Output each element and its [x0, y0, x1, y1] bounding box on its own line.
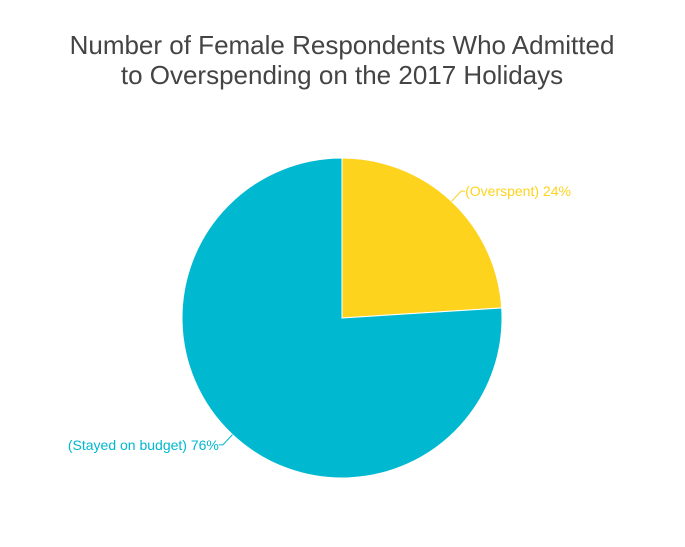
pie-leader-line-0	[451, 190, 466, 202]
pie-leader-line-1	[218, 434, 233, 446]
chart-title-line-2: to Overspending on the 2017 Holidays	[121, 60, 563, 90]
pie-slices	[181, 157, 503, 479]
pie-labels: (Overspent) 24% (Stayed on budget) 76%	[68, 183, 571, 453]
pie-slice-label-0: (Overspent) 24%	[465, 183, 571, 199]
pie-slice-1	[181, 157, 503, 479]
pie-slice-0	[341, 157, 503, 319]
pie-slice-label-1: (Stayed on budget) 76%	[68, 437, 219, 453]
chart-title-line-1: Number of Female Respondents Who Admitte…	[70, 30, 615, 60]
